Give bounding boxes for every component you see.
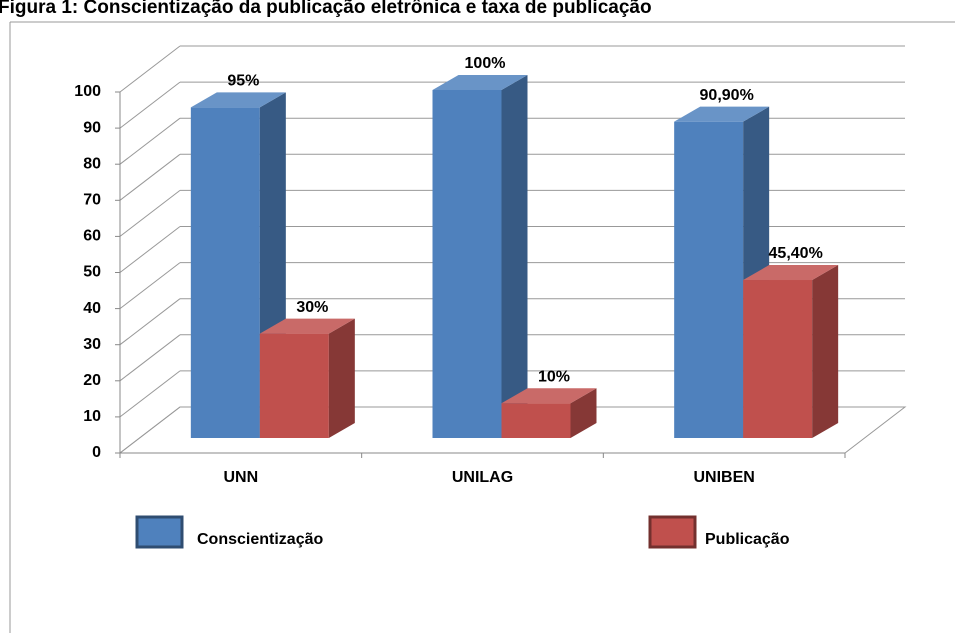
grid-line xyxy=(119,190,181,237)
grid-line xyxy=(119,153,181,201)
grid-line xyxy=(119,406,181,454)
grid-line xyxy=(119,81,181,129)
x-tick-label: UNILAG xyxy=(452,469,513,486)
grid-line xyxy=(119,334,181,382)
y-tick-label: 10 xyxy=(83,408,101,425)
x-tick-label: UNIBEN xyxy=(693,469,754,486)
bar-top xyxy=(432,75,528,90)
bar-front xyxy=(743,280,813,438)
y-tick-label: 50 xyxy=(83,264,101,281)
y-tick-label: 100 xyxy=(74,83,101,100)
bar-side xyxy=(812,265,839,438)
grid-line xyxy=(119,370,181,418)
bar-top xyxy=(190,92,286,108)
bar-side xyxy=(328,318,355,438)
y-tick-label: 30 xyxy=(83,336,101,353)
value-label: 45,40% xyxy=(769,245,823,262)
y-tick-label: 40 xyxy=(83,300,101,317)
legend-label: Conscientização xyxy=(197,531,323,548)
value-label: 10% xyxy=(538,368,570,385)
value-label: 95% xyxy=(227,73,259,90)
chart-title: Figura 1: Conscientização da publicação … xyxy=(0,0,652,18)
bar-front xyxy=(432,90,502,438)
legend-swatch xyxy=(648,515,697,549)
bar-front xyxy=(501,403,571,438)
bar-front xyxy=(190,107,260,439)
grid-line xyxy=(119,45,181,93)
y-tick-label: 70 xyxy=(83,192,101,209)
bar-side xyxy=(570,388,597,438)
grid-line xyxy=(119,117,181,165)
bar-front xyxy=(259,333,329,438)
legend-label: Publicação xyxy=(705,531,790,548)
y-tick-label: 0 xyxy=(92,444,101,461)
bar-side xyxy=(501,75,528,438)
grid-line xyxy=(119,262,181,309)
bar-top xyxy=(674,106,770,122)
grid-line xyxy=(119,298,181,346)
x-tick-label: UNN xyxy=(223,469,258,486)
bar-top xyxy=(743,265,839,281)
grid-line xyxy=(119,226,181,273)
bar-front xyxy=(674,121,744,438)
value-label: 30% xyxy=(296,299,328,316)
bar-top xyxy=(501,388,597,404)
legend-swatch xyxy=(135,515,184,549)
y-tick-label: 80 xyxy=(83,155,101,172)
value-label: 100% xyxy=(465,55,506,72)
y-tick-label: 90 xyxy=(83,119,101,136)
y-tick-label: 60 xyxy=(83,228,101,245)
value-label: 90,90% xyxy=(700,87,754,104)
bar-top xyxy=(259,318,355,334)
y-tick-label: 20 xyxy=(83,372,101,389)
